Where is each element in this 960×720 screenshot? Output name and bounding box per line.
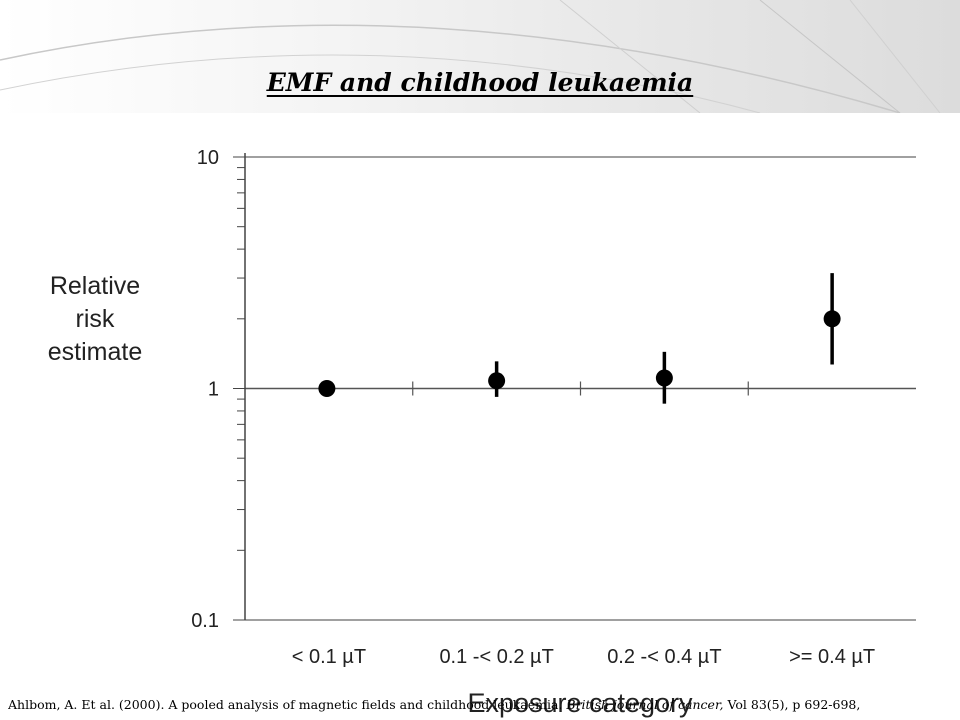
- citation-volume: Vol 83(5), p 692-698,: [727, 697, 861, 712]
- y-axis: [233, 153, 246, 621]
- citation: Ahlbom, A. Et al. (2000). A pooled analy…: [8, 697, 948, 713]
- risk-estimate-point: [318, 380, 336, 397]
- axis-labels: 10 1 0.1 Relative risk estimate < 0.1 µT 0.1 -<…: [48, 147, 875, 718]
- header-decoration: [0, 0, 941, 113]
- y-tick-label: 10: [197, 147, 219, 169]
- y-tick-label: 0.1: [191, 610, 219, 632]
- x-category-label: 0.1 -< 0.2 µT: [439, 646, 553, 668]
- x-axis-title: Exposure category: [467, 688, 693, 718]
- risk-estimate-point: [655, 369, 673, 387]
- risk-estimate-point: [488, 372, 506, 390]
- y-axis-title-line: estimate: [48, 338, 142, 366]
- y-tick-label: 1: [208, 379, 219, 401]
- citation-authors-title: Ahlbom, A. Et al. (2000). A pooled analy…: [8, 697, 563, 712]
- grid-layer: [245, 156, 916, 621]
- x-category-label: >= 0.4 µT: [789, 646, 875, 668]
- data-marks: [318, 273, 841, 404]
- risk-estimate-point: [823, 310, 841, 328]
- citation-journal: British journal of cancer,: [566, 697, 724, 712]
- y-axis-title-line: Relative: [50, 272, 140, 300]
- x-category-label: < 0.1 µT: [292, 646, 366, 668]
- slide-title: EMF and childhood leukaemia: [266, 68, 694, 97]
- y-axis-title-line: risk: [76, 305, 115, 333]
- x-category-label: 0.2 -< 0.4 µT: [607, 646, 721, 668]
- risk-chart: 10 1 0.1 Relative risk estimate < 0.1 µT 0.1 -<…: [48, 147, 916, 718]
- slide-header: EMF and childhood leukaemia: [0, 0, 960, 113]
